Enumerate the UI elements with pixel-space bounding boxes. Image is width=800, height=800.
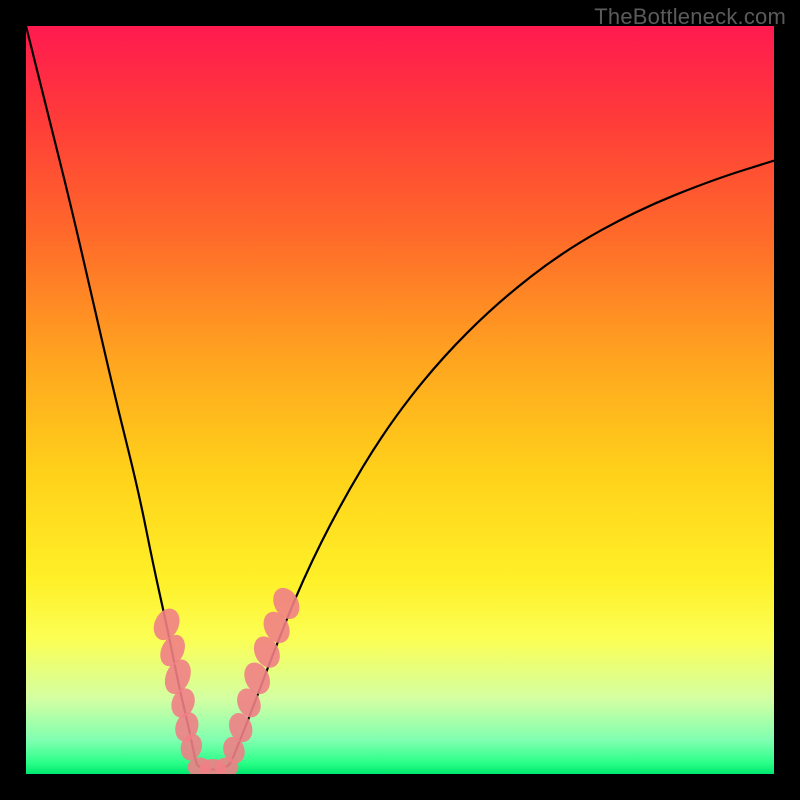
plot-area [26, 26, 774, 774]
watermark-text: TheBottleneck.com [594, 4, 786, 30]
plot-svg [26, 26, 774, 774]
gradient-background [26, 26, 774, 774]
